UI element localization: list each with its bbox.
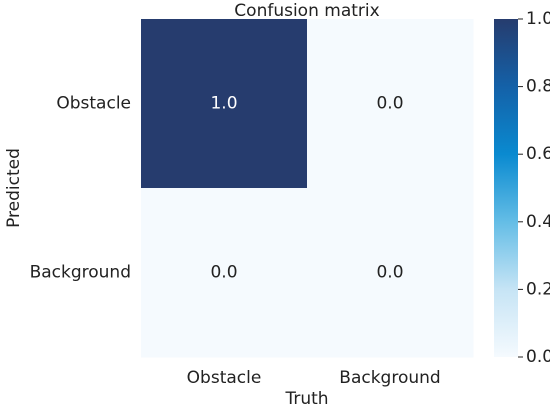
colorbar-tick-label: 0.8 — [526, 77, 550, 97]
heatmap-cell — [307, 19, 474, 189]
x-axis-label: Truth — [284, 389, 328, 409]
y-axis-label: Predicted — [4, 148, 24, 228]
y-tick-label: Obstacle — [56, 94, 131, 114]
cell-label: 1.0 — [210, 94, 237, 114]
chart-title: Confusion matrix — [234, 1, 379, 21]
colorbar-tick-label: 0.0 — [526, 347, 550, 367]
colorbar-tick-label: 1.0 — [526, 9, 550, 29]
y-tick-label: Background — [30, 263, 131, 283]
colorbar-tick-label: 0.6 — [526, 144, 550, 164]
cell-label: 0.0 — [210, 263, 237, 283]
colorbar — [494, 19, 518, 357]
heatmap-cell — [141, 19, 308, 189]
colorbar-tick-label: 0.4 — [526, 212, 550, 232]
heatmap-cell — [307, 188, 474, 358]
cell-label: 0.0 — [376, 263, 403, 283]
heatmap-cell — [141, 188, 308, 358]
x-tick-label: Background — [339, 368, 440, 388]
cell-label: 0.0 — [376, 94, 403, 114]
x-tick-label: Obstacle — [187, 368, 262, 388]
colorbar-tick-label: 0.2 — [526, 279, 550, 299]
